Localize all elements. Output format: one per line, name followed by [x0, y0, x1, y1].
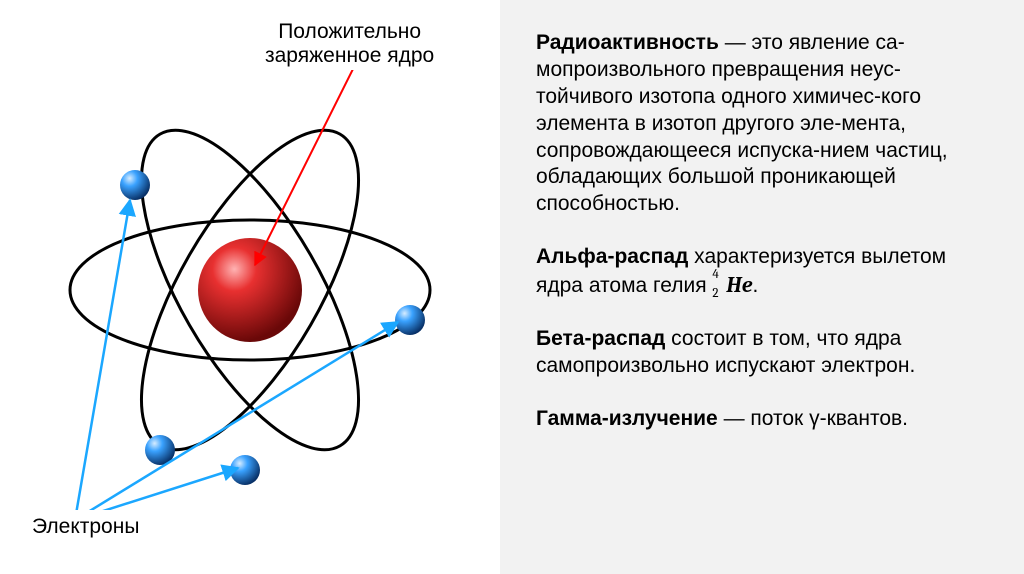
nucleus	[198, 238, 302, 342]
atom-svg	[30, 70, 470, 510]
nucleus-pointer	[255, 70, 355, 265]
he-symbol: He	[726, 272, 752, 298]
nucleus-label-line1: Положительно	[278, 20, 421, 43]
p4-body: — поток γ-квантов.	[718, 407, 908, 430]
atom-diagram-panel: Положительно заряженное ядро	[0, 0, 500, 574]
paragraph-beta: Бета-распад состоит в том, что ядра само…	[536, 326, 992, 380]
electron-2	[395, 305, 425, 335]
electron-1	[120, 170, 150, 200]
paragraph-radioactivity: Радиоактивность — это явление са-мопроиз…	[536, 30, 992, 218]
term-radioactivity: Радиоактивность	[536, 31, 719, 54]
p1-body: — это явление са-мопроизвольного превращ…	[536, 31, 948, 215]
electrons-label: Электроны	[32, 515, 139, 539]
nucleus-label: Положительно заряженное ядро	[265, 20, 434, 68]
electron-pointer-1	[75, 200, 130, 510]
term-beta: Бета-распад	[536, 327, 665, 350]
paragraph-gamma: Гамма-излучение — поток γ-квантов.	[536, 406, 992, 433]
term-gamma: Гамма-излучение	[536, 407, 718, 430]
helium-formula: 42He	[712, 271, 752, 300]
term-alpha: Альфа-распад	[536, 245, 688, 268]
paragraph-alpha: Альфа-распад характеризуется вылетом ядр…	[536, 244, 992, 300]
he-charge: 2	[712, 286, 718, 303]
nucleus-label-line2: заряженное ядро	[265, 44, 434, 67]
text-panel: Радиоактивность — это явление са-мопроиз…	[500, 0, 1024, 574]
he-mass: 4	[712, 267, 718, 284]
p2-body-b: .	[752, 274, 758, 297]
